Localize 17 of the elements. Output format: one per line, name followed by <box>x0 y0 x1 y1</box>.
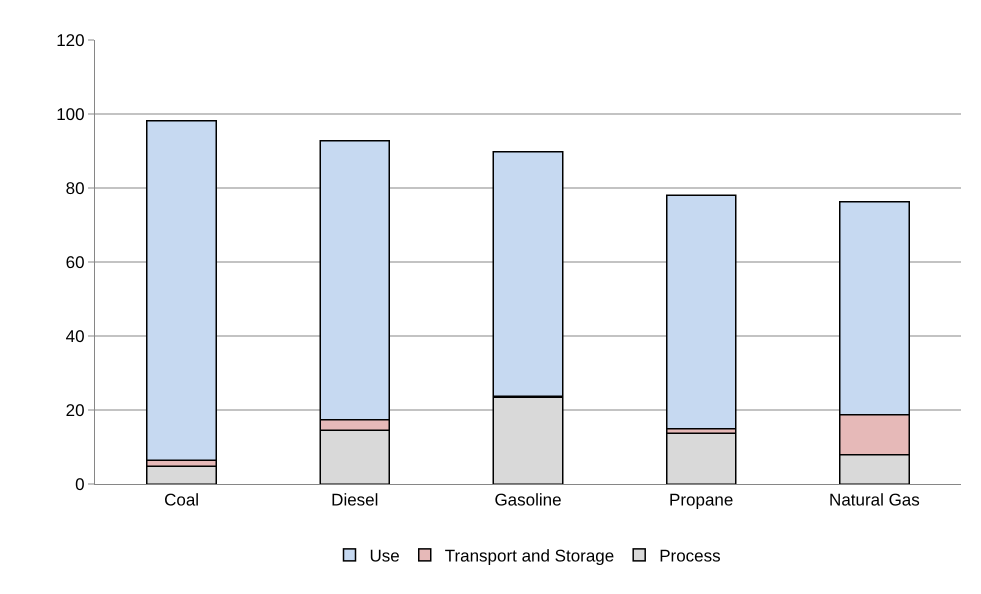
bar <box>146 465 217 484</box>
y-tick-label: 60 <box>66 252 85 272</box>
y-tick-label: 0 <box>75 474 85 494</box>
legend-label: Transport and Storage <box>444 546 614 566</box>
y-tick-label: 40 <box>66 326 85 346</box>
x-tick-label: Gasoline <box>494 490 562 510</box>
legend-label: Process <box>659 546 721 566</box>
x-tick-label: Natural Gas <box>829 490 920 510</box>
y-tick-label: 120 <box>56 30 85 50</box>
y-tick-label: 20 <box>66 400 85 420</box>
bar <box>666 432 737 484</box>
y-tick-label: 80 <box>66 178 85 198</box>
x-tick-label: Propane <box>669 490 734 510</box>
x-tick-label: Diesel <box>331 490 378 510</box>
x-tick-label: Coal <box>164 490 200 510</box>
legend-label: Use <box>370 546 400 566</box>
y-tick-label: 100 <box>56 104 85 124</box>
